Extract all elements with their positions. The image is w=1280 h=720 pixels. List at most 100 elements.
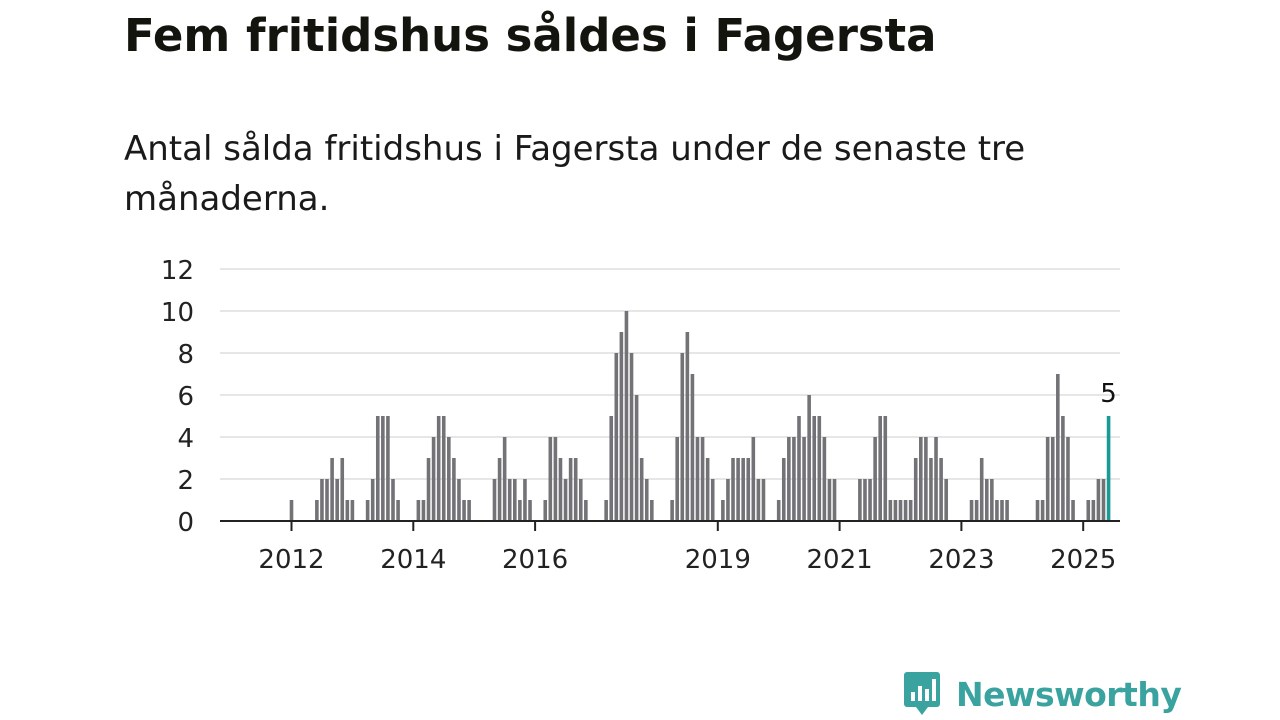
bar	[888, 500, 893, 521]
bar	[431, 437, 436, 521]
bar	[995, 500, 999, 521]
bar	[802, 437, 806, 521]
bar	[644, 479, 649, 521]
bar	[1096, 479, 1101, 521]
x-tick-label: 2014	[380, 545, 446, 575]
bar	[944, 479, 948, 521]
bar	[929, 458, 933, 521]
bar	[421, 500, 426, 521]
bar	[365, 500, 370, 521]
x-tick-label: 2021	[807, 545, 873, 575]
bar	[741, 458, 745, 521]
bar	[736, 458, 740, 521]
bar	[578, 479, 583, 521]
bar	[609, 416, 614, 521]
bar	[705, 458, 710, 521]
bar	[974, 500, 979, 521]
bar	[1091, 500, 1096, 521]
bar	[700, 437, 705, 521]
bar	[822, 437, 827, 521]
bar	[315, 500, 319, 521]
bar	[908, 500, 913, 521]
bar	[325, 479, 329, 521]
bar	[751, 437, 756, 521]
bar	[492, 479, 497, 521]
bar	[690, 374, 695, 521]
bar	[761, 479, 766, 521]
bar	[416, 500, 421, 521]
bar	[1056, 374, 1060, 521]
x-tick-label: 2025	[1050, 545, 1116, 575]
bar	[1086, 500, 1091, 521]
bar	[289, 500, 294, 521]
bar	[650, 500, 654, 521]
bar	[502, 437, 507, 521]
bar	[787, 437, 791, 521]
bar	[381, 416, 385, 521]
bar	[685, 332, 690, 521]
bar	[984, 479, 989, 521]
bar	[452, 458, 456, 521]
brand-name: Newsworthy	[956, 674, 1182, 714]
y-tick-label: 2	[177, 466, 194, 496]
bar	[639, 458, 644, 521]
bar	[1066, 437, 1070, 521]
bar-highlight	[1106, 416, 1111, 521]
bar	[939, 458, 943, 521]
gridlines	[220, 268, 1120, 480]
bar	[568, 458, 573, 521]
annotations: 5	[1100, 379, 1117, 409]
bar	[467, 500, 471, 521]
bar	[1045, 437, 1050, 521]
bar	[898, 500, 903, 521]
bar	[462, 500, 466, 521]
bar	[634, 395, 639, 521]
y-tick-label: 8	[177, 340, 194, 370]
bar	[797, 416, 801, 521]
bar	[345, 500, 350, 521]
x-tick-label: 2023	[928, 545, 994, 575]
bar	[756, 479, 761, 521]
y-tick-label: 4	[177, 424, 194, 454]
bar	[614, 353, 619, 521]
bar	[792, 437, 796, 521]
bar	[990, 479, 994, 521]
bar	[878, 416, 882, 521]
bar	[507, 479, 512, 521]
bar	[746, 458, 751, 521]
bar	[1071, 500, 1075, 521]
bar	[919, 437, 923, 521]
bar	[868, 479, 872, 521]
bar	[553, 437, 558, 521]
bar	[883, 416, 888, 521]
bar	[903, 500, 908, 521]
bar	[781, 458, 786, 521]
y-tick-label: 12	[161, 256, 194, 286]
bar	[558, 458, 563, 521]
highlight-value-label: 5	[1100, 379, 1117, 409]
bar	[375, 416, 380, 521]
y-tick-label: 6	[177, 382, 194, 412]
x-tick-label: 2016	[502, 545, 568, 575]
x-axis-ticks: 2012 2014 2016 2019 2021 2023 2025	[258, 521, 1116, 575]
bar	[629, 353, 634, 521]
bar	[518, 500, 522, 521]
bar	[979, 458, 984, 521]
y-axis-ticks: 0 2 4 6 8 10 12	[161, 256, 194, 538]
bar	[604, 500, 608, 521]
bar	[873, 437, 877, 521]
bar	[543, 500, 548, 521]
chart-title: Fem fritidshus såldes i Fagersta	[124, 9, 937, 62]
bar	[1005, 500, 1009, 521]
bar	[513, 479, 517, 521]
bar	[776, 500, 781, 521]
bar	[396, 500, 400, 521]
bar	[573, 458, 578, 521]
y-tick-label: 10	[161, 298, 194, 328]
bar	[924, 437, 928, 521]
bar	[721, 500, 725, 521]
bar	[548, 437, 553, 521]
newsworthy-logo: Newsworthy	[902, 670, 1182, 718]
bar	[391, 479, 395, 521]
